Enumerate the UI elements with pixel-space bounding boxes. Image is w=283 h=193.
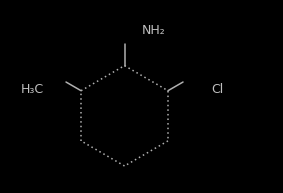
Text: Cl: Cl <box>211 83 223 96</box>
Text: H₃C: H₃C <box>21 83 44 96</box>
Text: NH₂: NH₂ <box>142 24 165 37</box>
